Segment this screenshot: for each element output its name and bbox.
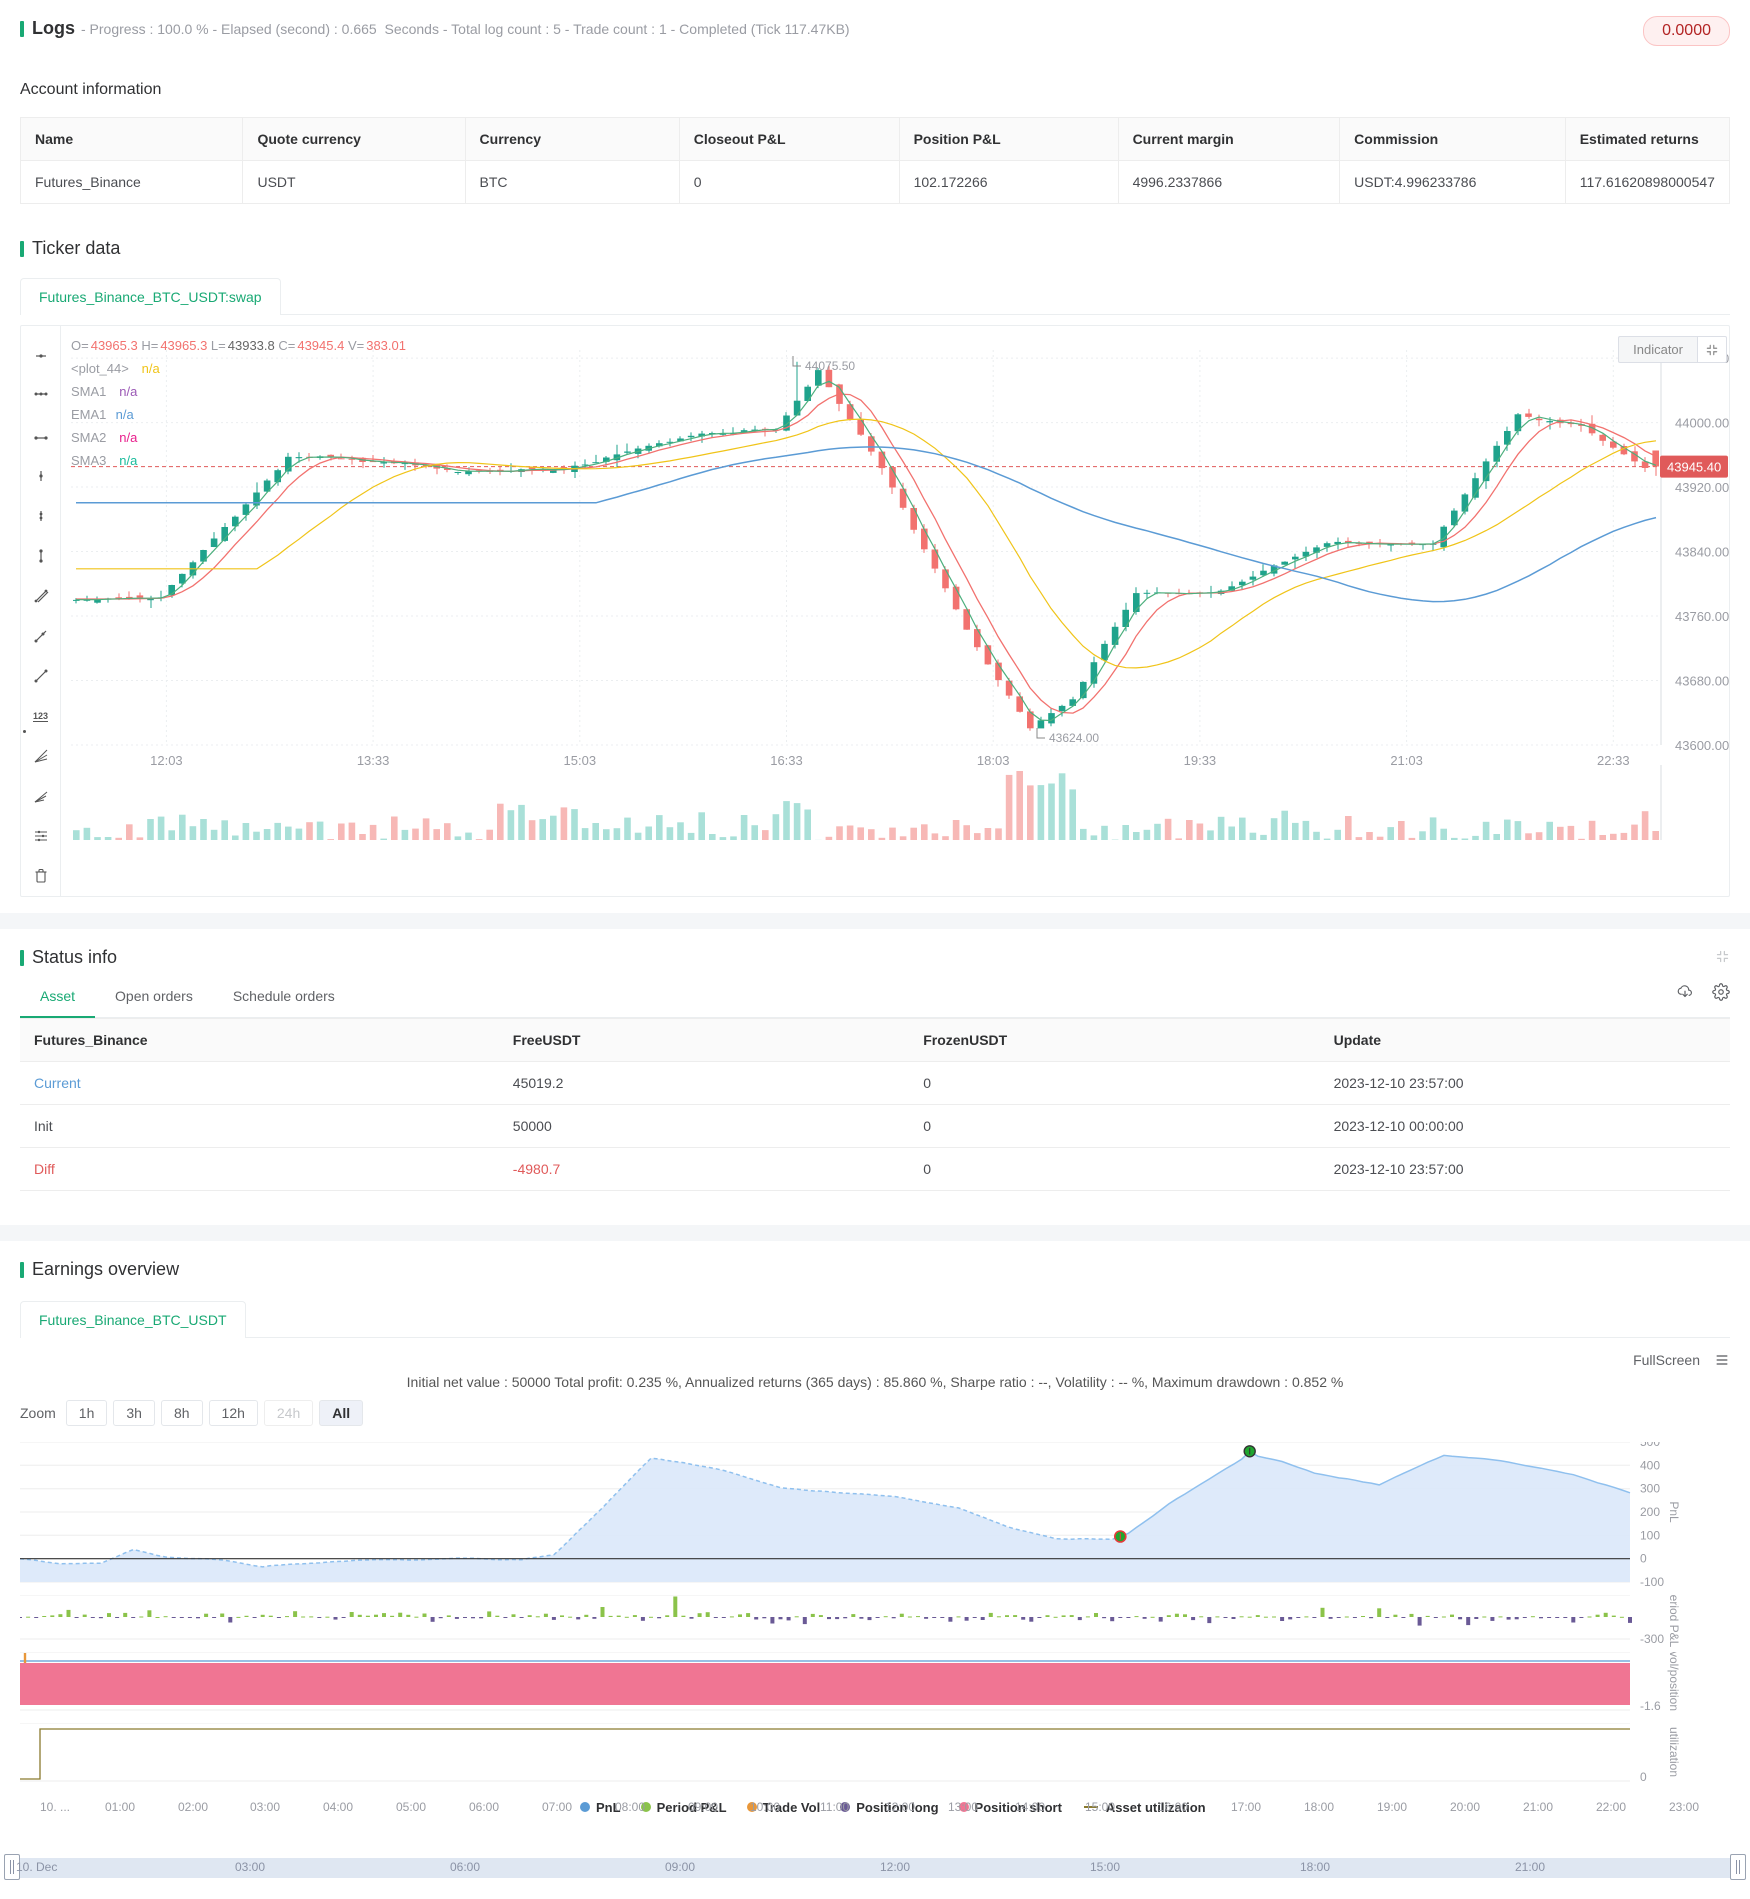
svg-text:utilization: utilization	[1667, 1727, 1681, 1777]
svg-text:43760.00: 43760.00	[1675, 609, 1729, 624]
svg-text:15:03: 15:03	[564, 753, 597, 768]
svg-text:18:03: 18:03	[977, 753, 1010, 768]
svg-text:43945.40: 43945.40	[1667, 460, 1721, 475]
svg-text:43624.00: 43624.00	[1049, 731, 1099, 745]
svg-text:300: 300	[1640, 1482, 1660, 1496]
svg-text:43600.00: 43600.00	[1675, 738, 1729, 753]
svg-text:Period P&L: Period P&L	[1667, 1595, 1681, 1648]
svg-text:43840.00: 43840.00	[1675, 545, 1729, 560]
svg-text:16:33: 16:33	[770, 753, 803, 768]
svg-text:-100: -100	[1640, 1575, 1664, 1589]
svg-text:44075.50: 44075.50	[805, 359, 855, 373]
svg-text:200: 200	[1640, 1505, 1660, 1519]
svg-text:21:03: 21:03	[1390, 753, 1423, 768]
svg-text:-1.6: -1.6	[1640, 1699, 1661, 1713]
svg-text:0: 0	[1640, 1552, 1647, 1566]
svg-text:44000.00: 44000.00	[1675, 416, 1729, 431]
svg-text:13:33: 13:33	[357, 753, 390, 768]
svg-text:43920.00: 43920.00	[1675, 480, 1729, 495]
svg-text:500: 500	[1640, 1442, 1660, 1449]
svg-text:PnL: PnL	[1667, 1501, 1681, 1523]
svg-text:12:03: 12:03	[150, 753, 183, 768]
svg-text:-300: -300	[1640, 1632, 1664, 1646]
svg-text:vol/position: vol/position	[1667, 1652, 1681, 1711]
svg-text:400: 400	[1640, 1458, 1660, 1472]
svg-text:0: 0	[1640, 1770, 1647, 1784]
svg-text:43680.00: 43680.00	[1675, 674, 1729, 689]
svg-text:100: 100	[1640, 1528, 1660, 1542]
svg-text:22:33: 22:33	[1597, 753, 1630, 768]
svg-text:19:33: 19:33	[1184, 753, 1217, 768]
